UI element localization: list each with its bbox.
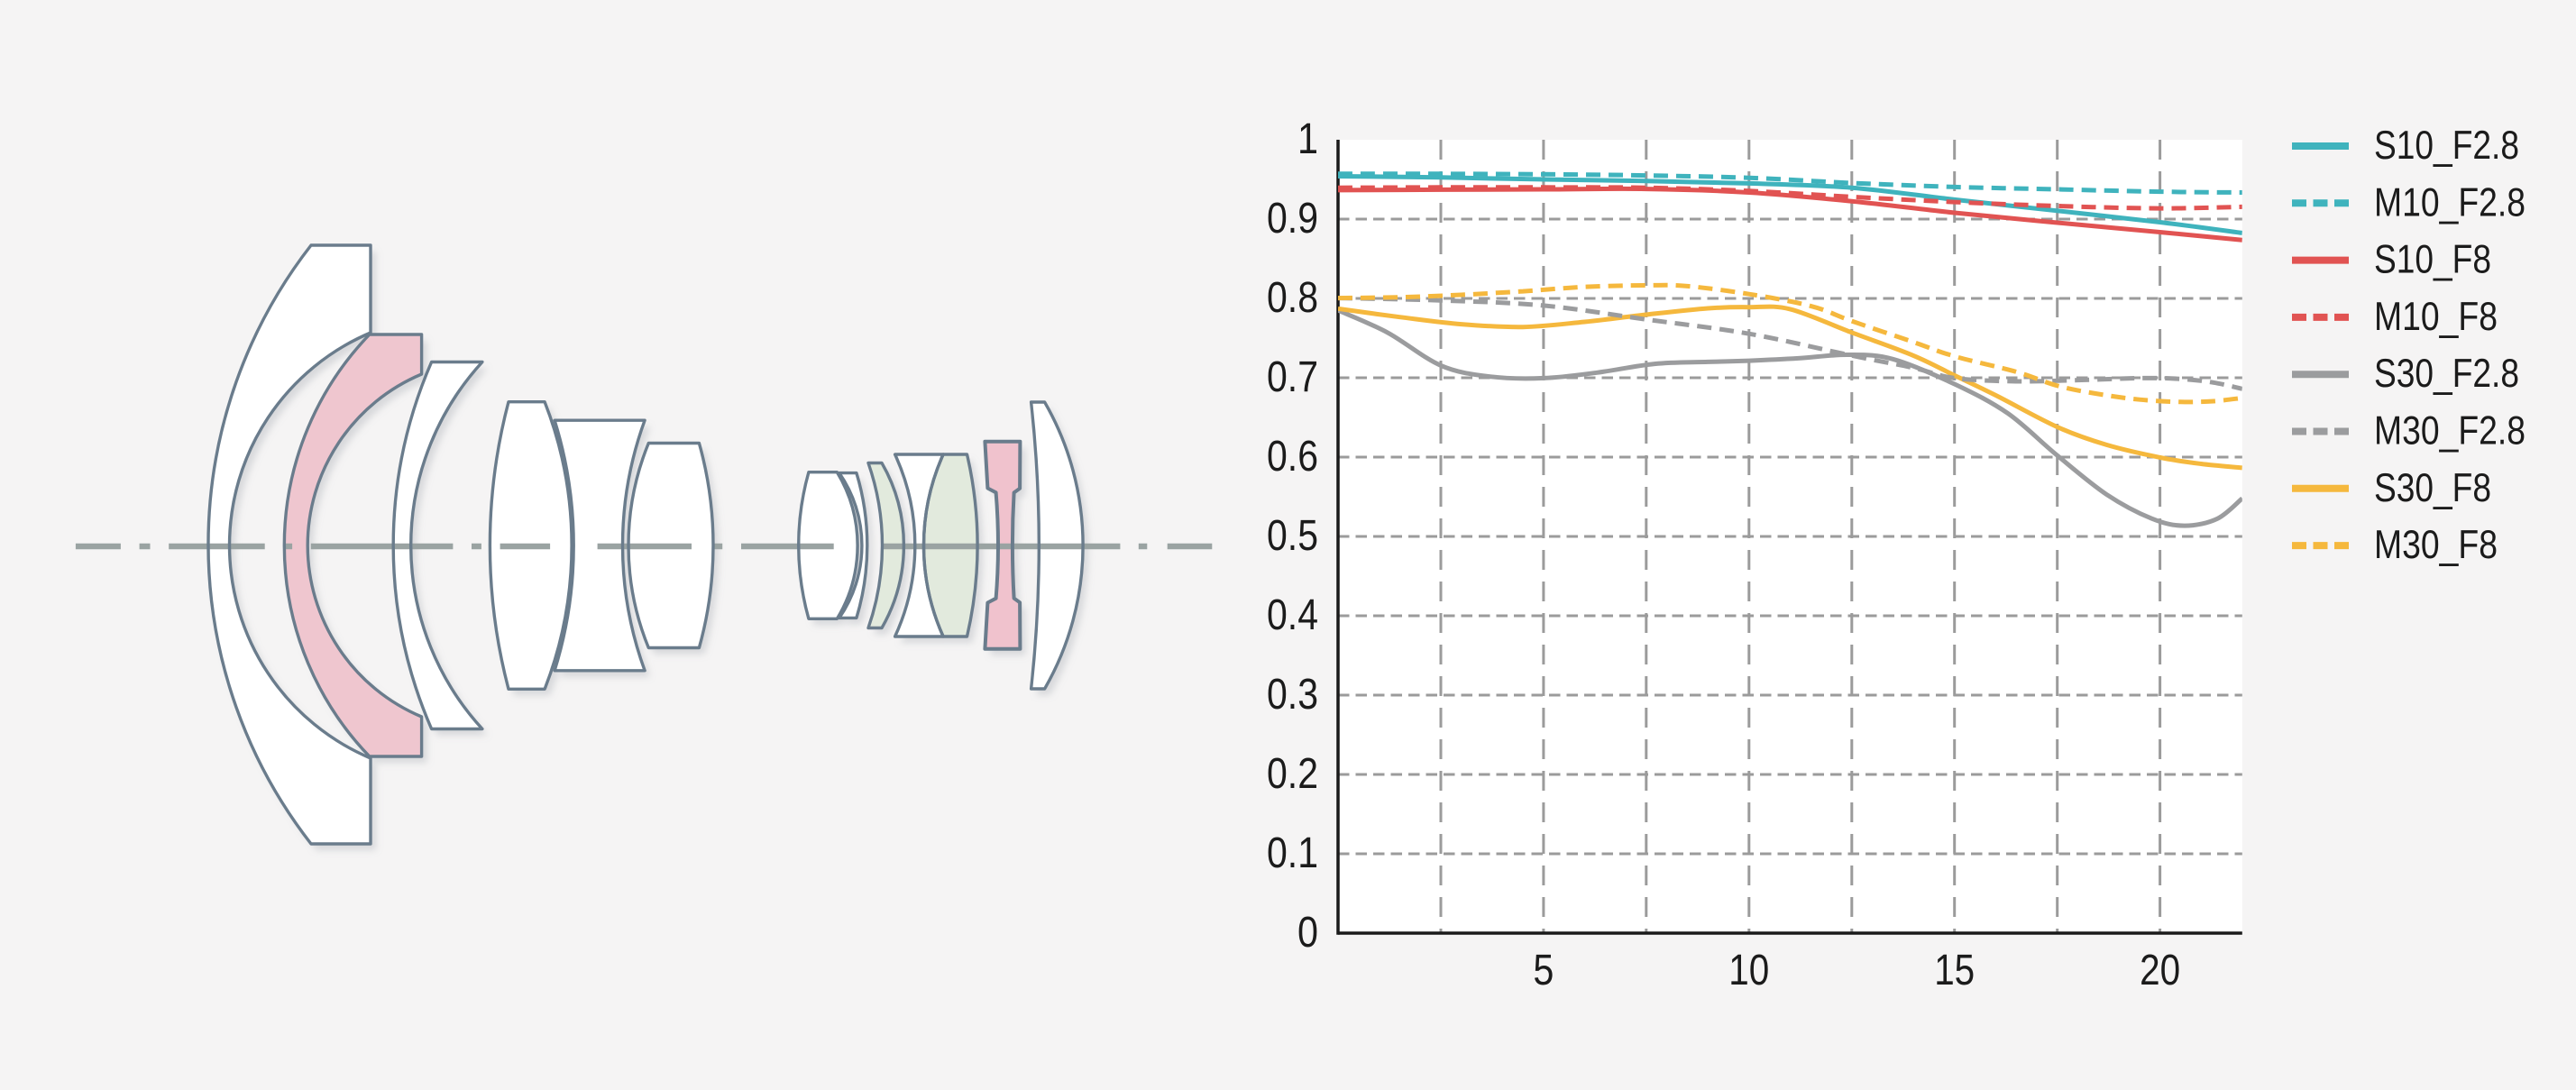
svg-text:10: 10 <box>1728 946 1769 994</box>
svg-text:5: 5 <box>1533 946 1554 994</box>
svg-text:M10_F8: M10_F8 <box>2374 295 2498 339</box>
svg-text:0.1: 0.1 <box>1267 829 1318 877</box>
svg-text:15: 15 <box>1934 946 1975 994</box>
svg-text:0.3: 0.3 <box>1267 670 1318 719</box>
svg-text:M30_F2.8: M30_F2.8 <box>2374 409 2526 453</box>
svg-text:S10_F2.8: S10_F2.8 <box>2374 124 2519 168</box>
svg-text:0.7: 0.7 <box>1267 353 1318 401</box>
svg-text:M30_F8: M30_F8 <box>2374 523 2498 567</box>
svg-text:0: 0 <box>1297 908 1318 957</box>
svg-text:0.5: 0.5 <box>1267 511 1318 560</box>
svg-text:S30_F8: S30_F8 <box>2374 466 2491 510</box>
svg-text:M10_F2.8: M10_F2.8 <box>2374 180 2526 224</box>
svg-text:0.4: 0.4 <box>1267 591 1318 639</box>
svg-text:S10_F8: S10_F8 <box>2374 238 2491 282</box>
svg-text:0.8: 0.8 <box>1267 273 1318 322</box>
svg-text:S30_F2.8: S30_F2.8 <box>2374 352 2519 396</box>
svg-text:0.9: 0.9 <box>1267 194 1318 243</box>
svg-text:1: 1 <box>1297 114 1318 163</box>
svg-text:0.6: 0.6 <box>1267 432 1318 481</box>
svg-text:20: 20 <box>2140 946 2180 994</box>
svg-text:0.2: 0.2 <box>1267 749 1318 798</box>
